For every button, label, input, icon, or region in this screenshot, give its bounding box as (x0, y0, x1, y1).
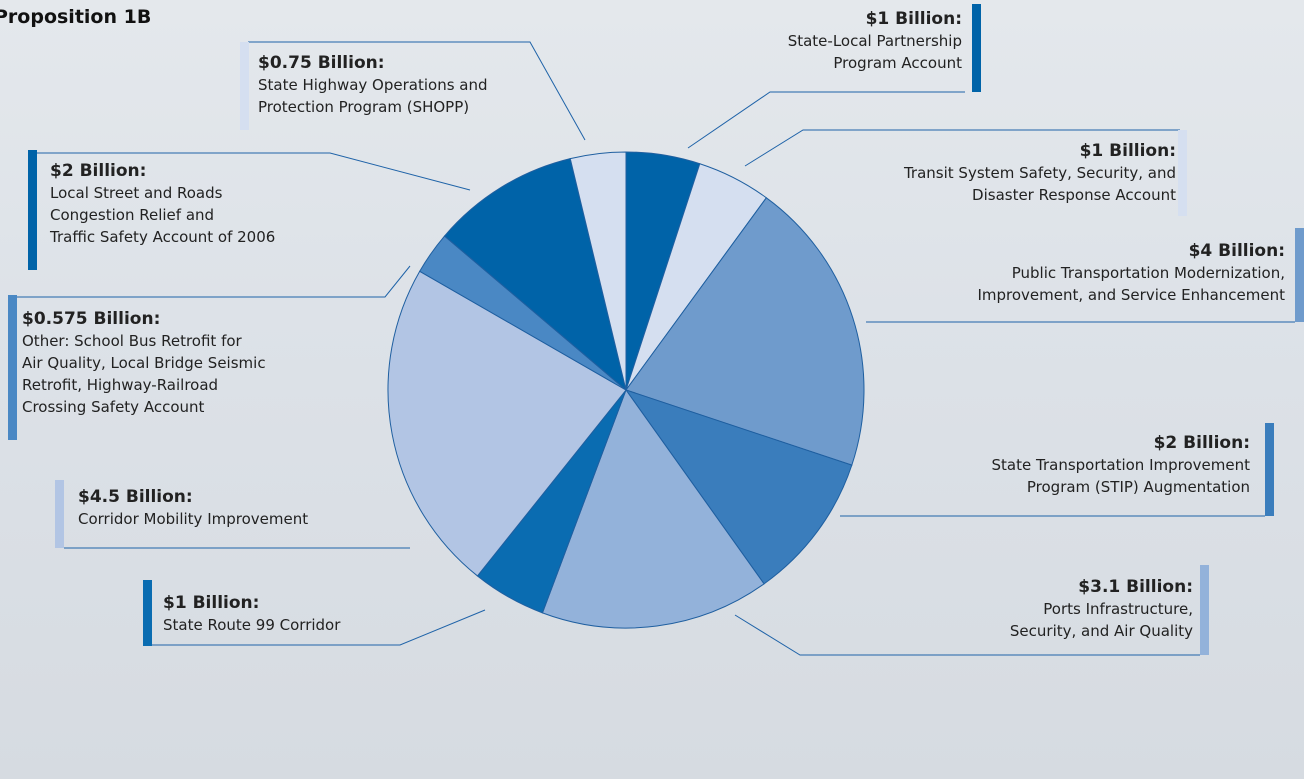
label-bar (240, 42, 249, 130)
slice-label: $0.575 Billion: Other: School Bus Retrofi… (22, 308, 312, 418)
slice-label: $1 Billion: State Route 99 Corridor (163, 592, 403, 636)
label-bar (1200, 565, 1209, 655)
slice-label: $1 Billion: Transit System Safety, Securi… (860, 140, 1176, 206)
category-label: Local Street and Roads Congestion Relief… (50, 184, 276, 246)
label-bar (143, 580, 152, 646)
label-bar (55, 480, 64, 548)
value-label: $0.75 Billion: (258, 53, 385, 73)
slice-label: $3.1 Billion: Ports Infrastructure, Secur… (960, 576, 1193, 642)
category-label: Corridor Mobility Improvement (78, 510, 309, 528)
category-label: State-Local Partnership Program Account (787, 32, 962, 72)
leader-line (248, 41, 586, 141)
pie-slice (624, 389, 853, 585)
leader-line (152, 609, 486, 646)
slice-label: $2 Billion: State Transportation Improvem… (920, 432, 1250, 498)
label-bar (8, 295, 17, 440)
value-label: $1 Billion: (865, 9, 962, 29)
leader-line (687, 91, 965, 149)
value-label: $2 Billion: (1153, 433, 1250, 453)
label-bar (972, 4, 981, 92)
value-label: $3.1 Billion: (1078, 577, 1193, 597)
slice-label: $1 Billion: State-Local Partnership Progr… (752, 8, 962, 74)
label-bar (1265, 423, 1274, 516)
category-label: Public Transportation Modernization, Imp… (977, 264, 1285, 304)
value-label: $4.5 Billion: (78, 487, 193, 507)
pie-slice (569, 151, 627, 391)
label-bar (28, 150, 37, 270)
value-label: $4 Billion: (1188, 241, 1285, 261)
category-label: Other: School Bus Retrofit for Air Quali… (22, 332, 266, 416)
label-bar (1295, 228, 1304, 322)
category-label: State Transportation Improvement Program… (991, 456, 1250, 496)
pie-slice (541, 388, 765, 629)
value-label: $2 Billion: (50, 161, 147, 181)
slice-label: $4.5 Billion: Corridor Mobility Improveme… (78, 486, 378, 530)
pie-slice (387, 270, 627, 577)
leader-line (37, 152, 471, 191)
pie-slice (625, 197, 865, 466)
slice-label: $4 Billion: Public Transportation Moderni… (930, 240, 1285, 306)
slice-label: $0.75 Billion: State Highway Operations a… (258, 52, 558, 118)
leader-line (17, 265, 411, 298)
value-label: $1 Billion: (1079, 141, 1176, 161)
category-label: Ports Infrastructure, Security, and Air … (1009, 600, 1193, 640)
slice-label: $2 Billion: Local Street and Roads Conges… (50, 160, 340, 248)
value-label: $1 Billion: (163, 593, 260, 613)
leader-line (744, 129, 1180, 167)
leader-line (734, 614, 1200, 656)
category-label: State Route 99 Corridor (163, 616, 341, 634)
value-label: $0.575 Billion: (22, 309, 161, 329)
label-bar (1178, 130, 1187, 216)
pie-slice (443, 158, 627, 392)
category-label: Transit System Safety, Security, and Dis… (903, 164, 1176, 204)
category-label: State Highway Operations and Protection … (258, 76, 488, 116)
chart-title: Proposition 1B (0, 6, 152, 28)
